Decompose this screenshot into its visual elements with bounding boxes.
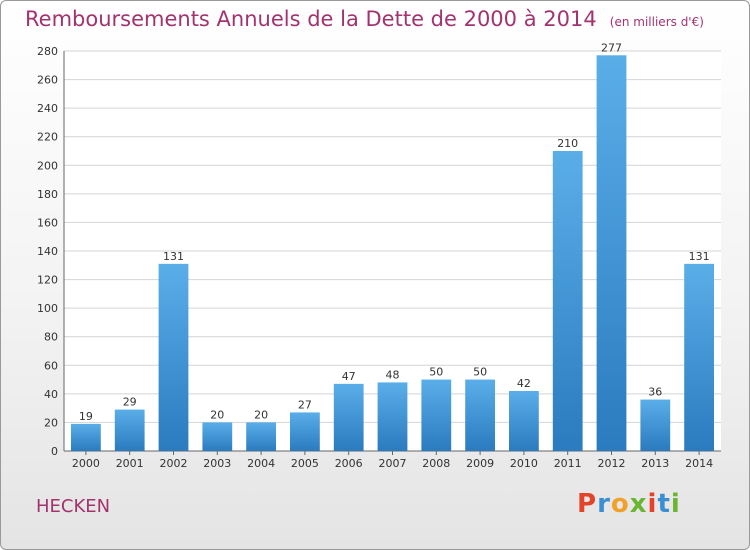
value-label: 27	[298, 398, 312, 411]
bar	[465, 379, 495, 451]
y-tick-label: 260	[37, 74, 58, 87]
title-block: Remboursements Annuels de la Dette de 20…	[25, 7, 704, 31]
x-tick-label: 2005	[291, 457, 319, 470]
value-label: 131	[163, 250, 184, 263]
value-label: 50	[429, 366, 443, 379]
value-label: 277	[601, 41, 622, 54]
y-tick-label: 140	[37, 245, 58, 258]
value-label: 131	[689, 250, 710, 263]
value-label: 20	[254, 408, 268, 421]
proxiti-logo: Proxiti	[577, 489, 681, 519]
y-tick-label: 220	[37, 131, 58, 144]
value-label: 210	[557, 137, 578, 150]
x-tick-label: 2000	[72, 457, 100, 470]
logo-letter: P	[577, 489, 598, 519]
y-tick-label: 60	[44, 359, 58, 372]
x-tick-label: 2006	[335, 457, 363, 470]
value-label: 42	[517, 377, 531, 390]
y-tick-label: 0	[51, 445, 58, 458]
value-label: 47	[342, 370, 356, 383]
y-tick-label: 120	[37, 274, 58, 287]
x-tick-label: 2011	[554, 457, 582, 470]
x-tick-label: 2002	[160, 457, 188, 470]
y-tick-label: 160	[37, 216, 58, 229]
y-tick-label: 180	[37, 188, 58, 201]
bar	[596, 55, 627, 452]
bar	[114, 409, 145, 451]
bar	[421, 379, 452, 451]
y-tick-label: 280	[37, 45, 58, 58]
chart-title: Remboursements Annuels de la Dette de 20…	[25, 7, 597, 31]
bar	[290, 412, 320, 451]
x-tick-label: 2007	[379, 457, 407, 470]
logo-letter: i	[647, 489, 658, 519]
y-tick-label: 20	[44, 416, 58, 429]
logo-letter: i	[670, 489, 681, 519]
logo-letter: t	[657, 489, 671, 519]
bar	[509, 391, 539, 451]
y-tick-label: 80	[44, 331, 58, 344]
x-tick-label: 2004	[247, 457, 275, 470]
bar	[202, 422, 233, 451]
x-tick-label: 2013	[641, 457, 669, 470]
x-tick-label: 2009	[466, 457, 494, 470]
commune-name: HECKEN	[36, 496, 111, 517]
x-tick-label: 2010	[510, 457, 538, 470]
logo-letter: x	[629, 489, 648, 519]
value-label: 36	[648, 386, 662, 399]
bar	[552, 151, 583, 451]
logo-letter: o	[610, 489, 630, 519]
bar	[333, 383, 364, 451]
value-label: 29	[123, 396, 137, 409]
bar	[246, 422, 276, 451]
value-label: 48	[386, 368, 400, 381]
bar	[684, 263, 714, 451]
x-tick-label: 2008	[422, 457, 450, 470]
logo-letter: r	[597, 489, 611, 519]
x-tick-label: 2001	[116, 457, 144, 470]
bar	[158, 263, 189, 451]
x-tick-label: 2003	[203, 457, 231, 470]
chart-unit: (en milliers d'€)	[609, 15, 704, 29]
value-label: 20	[210, 408, 224, 421]
bar	[71, 423, 101, 451]
y-tick-label: 100	[37, 302, 58, 315]
bar	[640, 399, 671, 451]
x-tick-label: 2012	[598, 457, 626, 470]
y-tick-label: 240	[37, 102, 58, 115]
x-tick-label: 2014	[685, 457, 713, 470]
bar	[377, 382, 408, 451]
y-tick-label: 200	[37, 159, 58, 172]
value-label: 19	[79, 410, 93, 423]
value-label: 50	[473, 366, 487, 379]
y-tick-label: 40	[44, 388, 58, 401]
